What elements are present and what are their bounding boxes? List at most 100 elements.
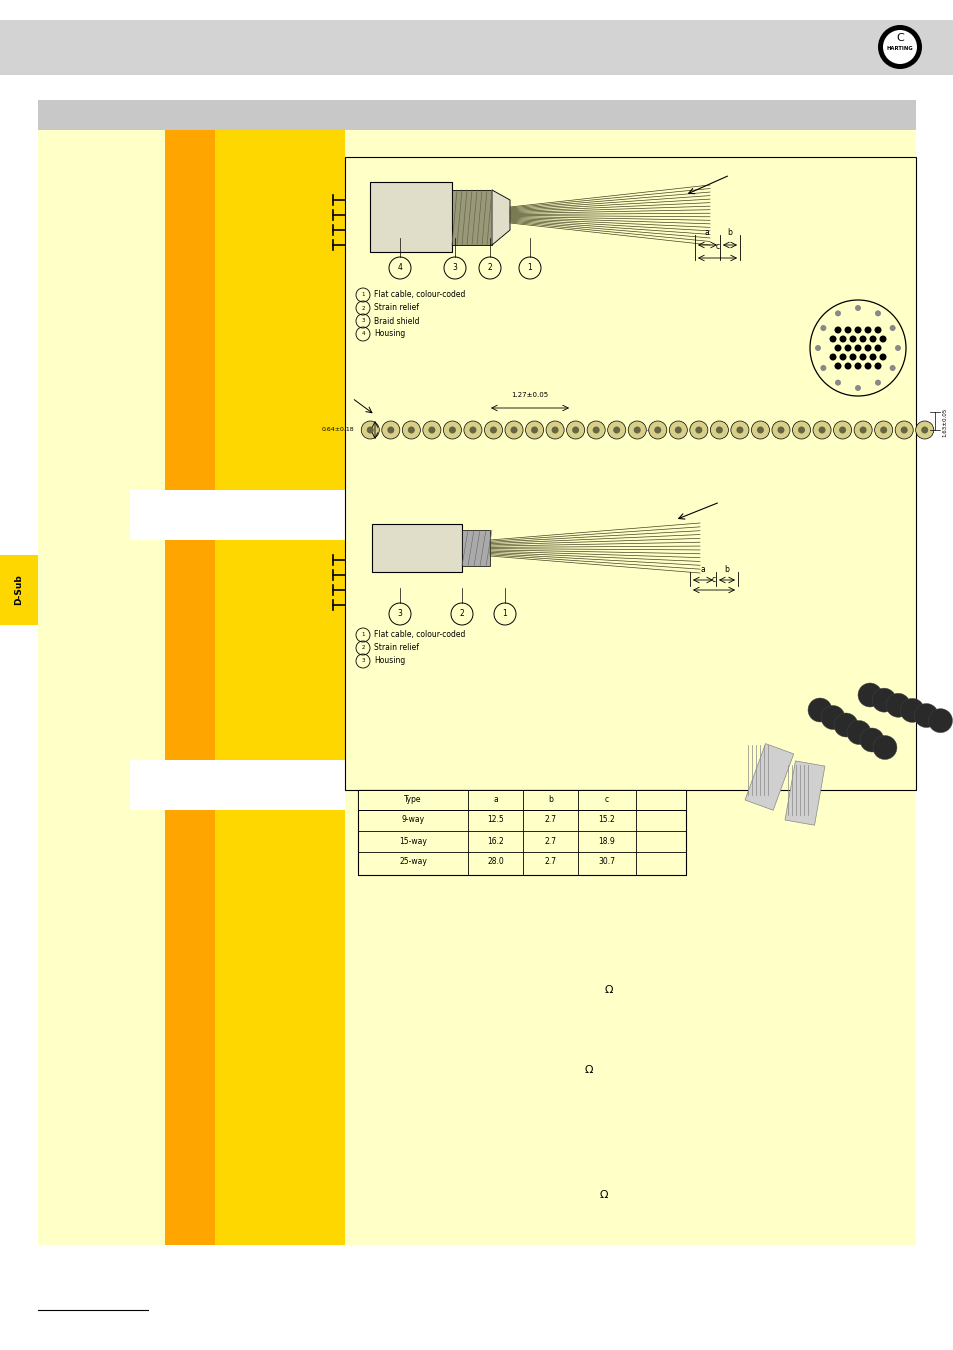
Circle shape bbox=[839, 354, 845, 360]
Circle shape bbox=[843, 327, 851, 333]
Circle shape bbox=[572, 427, 578, 433]
Bar bbox=[130, 760, 170, 810]
Bar bbox=[38, 100, 915, 130]
Circle shape bbox=[807, 698, 831, 722]
Text: 2.7: 2.7 bbox=[544, 815, 556, 825]
Bar bbox=[165, 810, 214, 1245]
Circle shape bbox=[820, 364, 825, 371]
Text: Housing: Housing bbox=[374, 329, 405, 339]
Bar bbox=[0, 555, 38, 625]
Bar bbox=[461, 531, 490, 566]
Bar bbox=[370, 182, 452, 252]
Circle shape bbox=[868, 354, 876, 360]
Bar bbox=[130, 490, 345, 540]
Ellipse shape bbox=[730, 421, 748, 439]
Bar bbox=[38, 130, 165, 1245]
Circle shape bbox=[879, 354, 885, 360]
Bar bbox=[357, 790, 685, 810]
Circle shape bbox=[871, 688, 895, 713]
Bar bbox=[214, 130, 345, 490]
Circle shape bbox=[814, 346, 821, 351]
Text: 2: 2 bbox=[459, 609, 464, 618]
Circle shape bbox=[843, 344, 851, 351]
Ellipse shape bbox=[853, 421, 871, 439]
Bar bbox=[345, 130, 915, 1245]
Text: Ω: Ω bbox=[604, 986, 613, 995]
Circle shape bbox=[874, 363, 881, 370]
Circle shape bbox=[880, 427, 886, 433]
Ellipse shape bbox=[833, 421, 851, 439]
Text: a: a bbox=[493, 795, 497, 805]
Text: 15-way: 15-way bbox=[398, 837, 427, 845]
Circle shape bbox=[834, 344, 841, 351]
Circle shape bbox=[900, 698, 923, 722]
Ellipse shape bbox=[504, 421, 522, 439]
Bar bbox=[744, 744, 793, 810]
Ellipse shape bbox=[422, 421, 440, 439]
Ellipse shape bbox=[751, 421, 769, 439]
Text: c: c bbox=[711, 575, 716, 585]
Ellipse shape bbox=[525, 421, 543, 439]
Ellipse shape bbox=[566, 421, 584, 439]
Text: 2: 2 bbox=[487, 263, 492, 273]
Text: 0.64±0.18: 0.64±0.18 bbox=[321, 428, 354, 432]
Circle shape bbox=[654, 427, 660, 433]
Circle shape bbox=[874, 327, 881, 333]
Text: 1.63±0.05: 1.63±0.05 bbox=[941, 408, 946, 436]
Circle shape bbox=[592, 427, 599, 433]
Circle shape bbox=[848, 336, 856, 343]
Text: 2.7: 2.7 bbox=[544, 837, 556, 845]
Circle shape bbox=[846, 721, 870, 744]
Circle shape bbox=[913, 703, 938, 728]
Circle shape bbox=[449, 427, 456, 433]
Circle shape bbox=[874, 344, 881, 351]
Ellipse shape bbox=[586, 421, 604, 439]
Circle shape bbox=[797, 427, 804, 433]
Polygon shape bbox=[492, 190, 510, 244]
Text: 16.2: 16.2 bbox=[487, 837, 503, 845]
Circle shape bbox=[820, 325, 825, 331]
Text: 15.2: 15.2 bbox=[598, 815, 615, 825]
Text: Housing: Housing bbox=[374, 656, 405, 666]
Circle shape bbox=[674, 427, 681, 433]
Circle shape bbox=[839, 427, 845, 433]
Text: Ω: Ω bbox=[584, 1065, 593, 1075]
Text: c: c bbox=[604, 795, 608, 805]
Text: 3: 3 bbox=[361, 659, 364, 663]
Circle shape bbox=[859, 427, 865, 433]
Circle shape bbox=[834, 363, 841, 370]
Circle shape bbox=[863, 363, 871, 370]
Circle shape bbox=[882, 30, 916, 63]
Text: 3: 3 bbox=[452, 263, 456, 273]
Ellipse shape bbox=[463, 421, 481, 439]
Ellipse shape bbox=[894, 421, 912, 439]
Text: 25-way: 25-way bbox=[398, 857, 427, 867]
Circle shape bbox=[613, 427, 619, 433]
Bar bbox=[130, 490, 170, 540]
Circle shape bbox=[894, 346, 900, 351]
Bar bbox=[0, 20, 953, 76]
Ellipse shape bbox=[402, 421, 420, 439]
Circle shape bbox=[828, 336, 836, 343]
Bar bbox=[784, 761, 824, 825]
Circle shape bbox=[874, 310, 880, 316]
Bar bbox=[38, 130, 915, 1245]
Circle shape bbox=[821, 706, 844, 729]
Text: b: b bbox=[547, 795, 553, 805]
Circle shape bbox=[695, 427, 701, 433]
Circle shape bbox=[633, 427, 640, 433]
Bar bbox=[165, 130, 214, 490]
Text: 12.5: 12.5 bbox=[487, 815, 503, 825]
Text: c: c bbox=[715, 242, 720, 251]
Ellipse shape bbox=[669, 421, 686, 439]
Text: 1: 1 bbox=[502, 609, 507, 618]
Bar bbox=[372, 524, 461, 572]
Text: 1.27±0.05: 1.27±0.05 bbox=[511, 392, 548, 398]
Circle shape bbox=[874, 379, 880, 386]
Circle shape bbox=[868, 336, 876, 343]
Ellipse shape bbox=[627, 421, 645, 439]
Ellipse shape bbox=[361, 421, 379, 439]
Circle shape bbox=[834, 310, 841, 316]
Circle shape bbox=[927, 709, 951, 733]
Text: 3: 3 bbox=[397, 609, 402, 618]
